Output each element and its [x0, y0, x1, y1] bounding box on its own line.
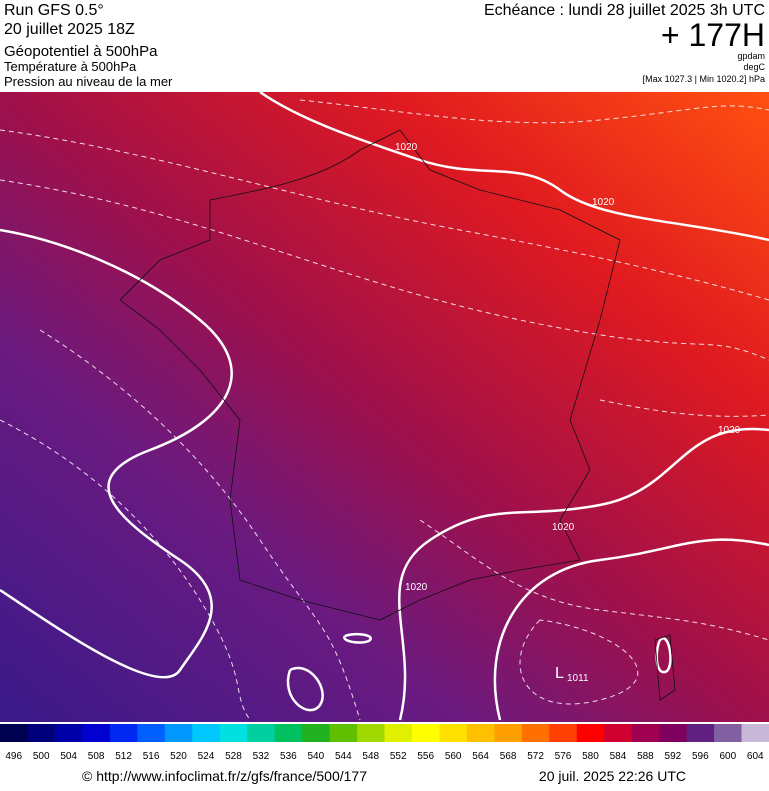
colorbar-label: 528 — [225, 751, 242, 762]
color-swatch — [54, 724, 83, 742]
color-swatch — [247, 724, 276, 742]
colorbar-label: 560 — [445, 751, 462, 762]
color-swatch — [109, 724, 138, 742]
colorbar-label: 580 — [582, 751, 599, 762]
low-marker: L — [555, 665, 564, 682]
colorbar-label: 524 — [198, 751, 215, 762]
colorbar-label: 520 — [170, 751, 187, 762]
color-swatch — [192, 724, 221, 742]
color-swatch — [27, 724, 56, 742]
subtitle: Température à 500hPa — [4, 59, 137, 74]
isobar-label: 1020 — [405, 582, 428, 593]
colorbar-label: 604 — [747, 751, 764, 762]
color-swatch — [411, 724, 440, 742]
color-swatch — [576, 724, 605, 742]
color-swatch — [219, 724, 248, 742]
colorbar-label: 564 — [472, 751, 489, 762]
color-swatch — [0, 724, 28, 742]
subtitle: Pression au niveau de la mer — [4, 74, 173, 89]
isobar-label: 1020 — [395, 142, 418, 153]
timestamp: 20 juil. 2025 22:26 UTC — [539, 768, 686, 784]
colorbar-label: 540 — [307, 751, 324, 762]
isobar-label: 1020 — [552, 522, 575, 533]
source-url: © http://www.infoclimat.fr/z/gfs/france/… — [82, 768, 367, 784]
color-swatch — [686, 724, 715, 742]
isotherms — [0, 99, 769, 721]
color-swatch — [82, 724, 111, 742]
coastlines — [119, 129, 676, 701]
isobar-label: 1020 — [592, 197, 615, 208]
color-swatch — [164, 724, 193, 742]
colorbar-label: 556 — [417, 751, 434, 762]
colorbar-label: 568 — [500, 751, 517, 762]
run-label: Run GFS 0.5° — [4, 2, 104, 19]
echeance: Echéance : lundi 28 juillet 2025 3h UTC — [484, 2, 765, 19]
color-swatch — [741, 724, 769, 742]
run-date: 20 juillet 2025 18Z — [4, 21, 135, 38]
colorbar-label: 512 — [115, 751, 132, 762]
isobar-label: 1020 — [718, 425, 741, 436]
colorbar-label: 576 — [555, 751, 572, 762]
colorbar-label: 572 — [527, 751, 544, 762]
colorbar-label: 600 — [719, 751, 736, 762]
colorbar-label: 584 — [610, 751, 627, 762]
pressure-range: [Max 1027.3 | Min 1020.2] hPa — [643, 74, 765, 84]
color-swatch — [466, 724, 495, 742]
unit: gpdam — [737, 51, 765, 61]
colorbar-label: 496 — [5, 751, 22, 762]
color-swatch — [137, 724, 166, 742]
lead-time: + 177H — [661, 17, 765, 53]
colorbar-label: 500 — [33, 751, 50, 762]
title: Géopotentiel à 500hPa — [4, 43, 158, 60]
color-swatch — [521, 724, 550, 742]
colorbar-label: 548 — [362, 751, 379, 762]
color-swatch — [714, 724, 743, 742]
color-swatch — [302, 724, 331, 742]
color-swatch — [631, 724, 660, 742]
color-swatch — [659, 724, 688, 742]
map: 1020 1020 1020 1020 1020 L 1011 — [0, 90, 769, 722]
color-swatch — [549, 724, 578, 742]
color-swatch — [357, 724, 385, 742]
colorbar-label: 552 — [390, 751, 407, 762]
colorbar-label: 588 — [637, 751, 654, 762]
color-swatch — [439, 724, 468, 742]
isobars — [0, 90, 769, 721]
color-swatch — [604, 724, 633, 742]
color-swatch — [494, 724, 523, 742]
colorbar: 496 500 504 508 512 516 520 524 528 532 536 540 544 5… — [0, 724, 769, 762]
low-value: 1011 — [567, 673, 589, 684]
colorbar-label: 596 — [692, 751, 709, 762]
colorbar-label: 592 — [665, 751, 682, 762]
colorbar-label: 536 — [280, 751, 297, 762]
map-background — [0, 92, 769, 722]
colorbar-label: 508 — [88, 751, 105, 762]
colorbar-label: 504 — [60, 751, 77, 762]
color-swatch — [274, 724, 303, 742]
colorbar-label: 516 — [143, 751, 160, 762]
unit: degC — [743, 62, 765, 72]
color-swatch — [384, 724, 413, 742]
colorbar-label: 544 — [335, 751, 352, 762]
colorbar-label: 532 — [253, 751, 270, 762]
color-swatch — [329, 724, 358, 742]
